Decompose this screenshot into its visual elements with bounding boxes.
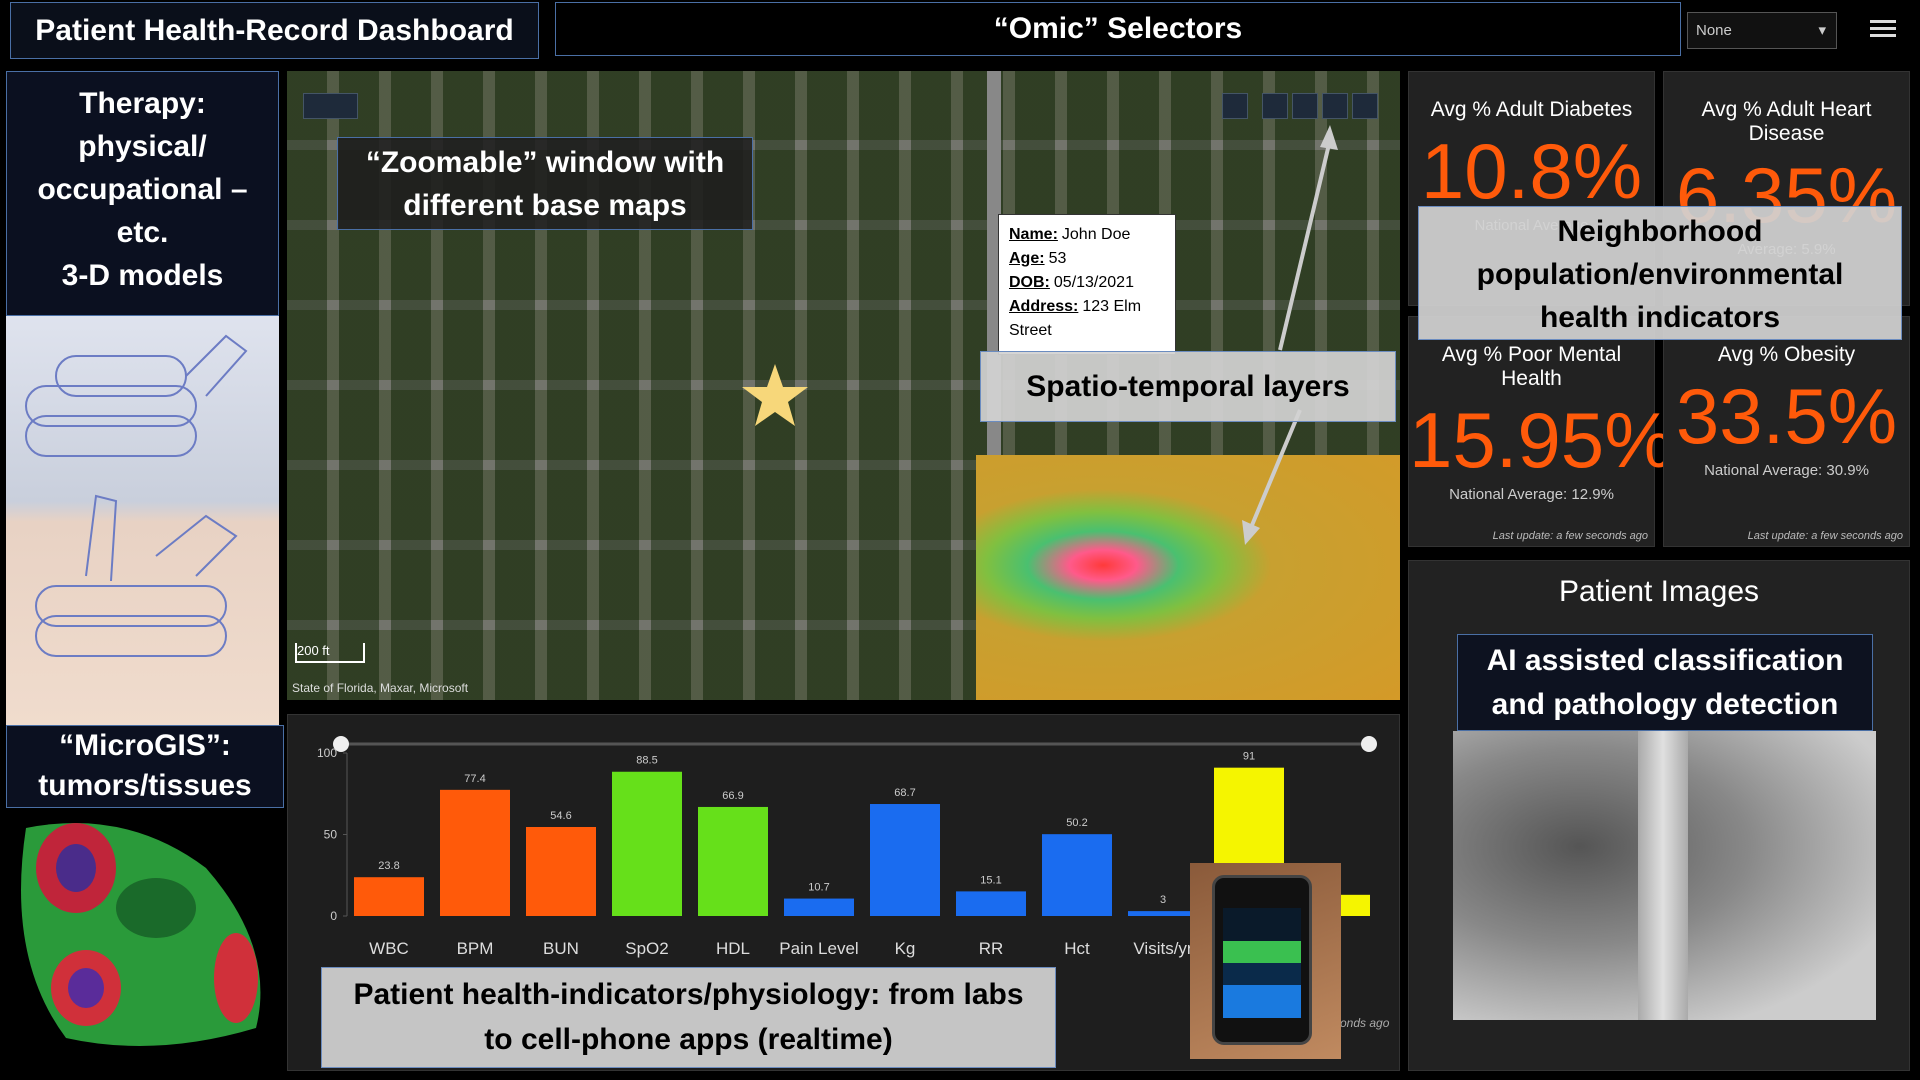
- popup-label: Name:: [1009, 226, 1058, 243]
- x-tick-label: SpO2: [625, 939, 668, 958]
- x-tick-label: Visits/yr: [1133, 939, 1193, 958]
- y-tick-label: 0: [330, 909, 337, 923]
- card-title: Avg % Adult Heart Disease: [1701, 98, 1872, 145]
- bar: [354, 877, 424, 916]
- map-tool[interactable]: [1322, 93, 1348, 119]
- map-scale: 200 ft: [295, 643, 365, 663]
- dropdown[interactable]: None ▾: [1687, 12, 1837, 49]
- basemap-button[interactable]: [303, 93, 358, 119]
- bar: [440, 789, 510, 916]
- images-title: Patient Images: [1558, 575, 1760, 608]
- x-tick-label: Hct: [1064, 939, 1090, 958]
- value-label: 23.8: [378, 860, 399, 872]
- dropdown-value: None: [1696, 22, 1732, 39]
- card-update: Last update: a few seconds ago: [1747, 530, 1903, 542]
- map-tool[interactable]: [1352, 93, 1378, 119]
- bar: [1128, 911, 1198, 916]
- layers-label: Spatio-temporal layers: [980, 351, 1396, 422]
- card-value: 10.8%: [1420, 127, 1643, 215]
- vitals-chart: 0 50 100 23.8 WBC 77.4 BPM 54.6 BUN 88.5 SpO2 66.9 H…: [317, 736, 1377, 958]
- card-value: 33.5%: [1675, 372, 1898, 460]
- selectors-title: “Omic” Selectors: [555, 2, 1681, 56]
- popup-label: DOB:: [1009, 274, 1050, 291]
- tissue-drawing: [21, 823, 261, 1046]
- card-note: National Average: 12.9%: [1449, 486, 1614, 503]
- popup-value: 05/13/2021: [1053, 274, 1134, 291]
- map-tool[interactable]: [1262, 93, 1288, 119]
- bar: [870, 804, 940, 916]
- microgis-label: “MicroGIS”: tumors/tissues: [6, 725, 284, 808]
- bar: [698, 806, 768, 916]
- value-label: 91: [1243, 751, 1255, 763]
- bar: [1042, 834, 1112, 916]
- phone-screen: [1223, 908, 1301, 1018]
- phone-image: [1190, 863, 1341, 1059]
- card-value: 15.95%: [1409, 396, 1674, 484]
- indicator-card: Avg % Poor Mental Health 15.95% National A…: [1408, 316, 1674, 547]
- value-label: 10.7: [808, 882, 829, 894]
- tissue-image: [6, 808, 279, 1053]
- vitals-caption: Patient health-indicators/physiology: fr…: [321, 967, 1056, 1068]
- x-tick-label: HDL: [716, 939, 750, 958]
- popup-value: 53: [1048, 250, 1067, 267]
- heatmap-layer: [976, 455, 1400, 700]
- popup-row: Age: 53: [1009, 247, 1165, 271]
- x-tick-label: Kg: [895, 939, 916, 958]
- map-tool[interactable]: [1292, 93, 1318, 119]
- therapy-label: Therapy: physical/ occupational – etc. 3…: [6, 71, 279, 316]
- y-tick-label: 100: [317, 746, 337, 760]
- indicator-card: Avg % Obesity 33.5% National Average: 30.9…: [1663, 316, 1910, 547]
- slider-handle[interactable]: [1361, 736, 1377, 752]
- popup-row: Name: John Doe: [1009, 223, 1165, 247]
- card-title: Avg % Adult Diabetes: [1430, 98, 1633, 121]
- chart-update: onds ago: [1340, 1016, 1390, 1030]
- indicators-label: Neighborhood population/environmental he…: [1418, 206, 1902, 340]
- value-label: 88.5: [636, 755, 657, 767]
- phone: [1212, 875, 1312, 1045]
- value-label: 68.7: [894, 787, 915, 799]
- bar: [526, 827, 596, 916]
- bar: [784, 898, 854, 916]
- bar: [612, 771, 682, 916]
- card-title: Avg % Poor Mental Health: [1441, 343, 1622, 390]
- value-label: 77.4: [464, 773, 485, 785]
- ai-label: AI assisted classification and pathology…: [1457, 634, 1873, 731]
- value-label: 54.6: [550, 810, 571, 822]
- xray-spine: [1638, 731, 1688, 1020]
- menu-button[interactable]: [1870, 16, 1896, 42]
- x-tick-label: Pain Level: [779, 939, 858, 958]
- card-update: Last update: a few seconds ago: [1492, 530, 1648, 542]
- 3d-model-images: [6, 316, 279, 728]
- popup-row: DOB: 05/13/2021: [1009, 271, 1165, 295]
- popup-label: Age:: [1009, 250, 1045, 267]
- map-tool[interactable]: [1222, 93, 1248, 119]
- y-tick-label: 50: [324, 828, 338, 842]
- popup-value: 123 Elm Street: [1009, 298, 1142, 339]
- x-tick-label: BPM: [457, 939, 494, 958]
- value-label: 15.1: [980, 874, 1001, 886]
- slider-handle[interactable]: [333, 736, 349, 752]
- x-tick-label: WBC: [369, 939, 409, 958]
- page-title: Patient Health-Record Dashboard: [10, 2, 539, 59]
- map-attribution: State of Florida, Maxar, Microsoft: [292, 681, 469, 695]
- value-label: 50.2: [1066, 817, 1087, 829]
- card-title: Avg % Obesity: [1717, 343, 1856, 366]
- zoom-label: “Zoomable” window with different base ma…: [337, 137, 753, 230]
- popup-row: Address: 123 Elm Street: [1009, 295, 1165, 343]
- bar: [956, 891, 1026, 916]
- x-tick-label: RR: [979, 939, 1004, 958]
- x-tick-label: BUN: [543, 939, 579, 958]
- xray-image: [1453, 731, 1876, 1020]
- value-label: 3: [1160, 894, 1166, 906]
- 3d-model-drawing: [25, 334, 248, 657]
- popup-value: John Doe: [1061, 226, 1131, 243]
- home-star: [742, 364, 808, 426]
- arrows: [1242, 125, 1338, 545]
- popup-label: Address:: [1009, 298, 1079, 315]
- map-popup: Name: John Doe Age: 53 DOB: 05/13/2021 Address…: [998, 214, 1176, 355]
- card-note: National Average: 30.9%: [1704, 462, 1869, 479]
- value-label: 66.9: [722, 790, 743, 802]
